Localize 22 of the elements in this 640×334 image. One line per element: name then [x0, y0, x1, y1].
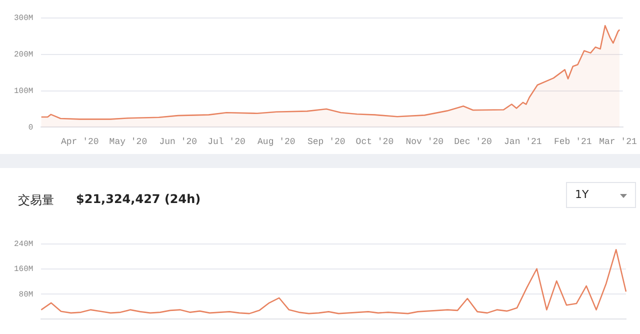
y-tick-label: 100M	[14, 86, 34, 96]
x-tick-label: Apr '20	[60, 136, 99, 147]
y-tick-label: 80M	[18, 290, 34, 300]
x-tick-label: Dec '20	[454, 136, 492, 147]
x-tick-label: Jun '20	[159, 136, 198, 147]
y-tick-label: 160M	[14, 265, 34, 274]
x-tick-label: Oct '20	[356, 136, 394, 147]
x-tick-label: Sep '20	[307, 136, 346, 147]
x-tick-label: Mar '21	[599, 136, 637, 147]
text: 1Y	[575, 188, 589, 201]
x-tick-label: Nov '20	[406, 136, 444, 147]
chart-title: 交易量	[18, 192, 54, 209]
y-tick-label: 0	[28, 123, 34, 132]
x-tick-label: May '20	[109, 136, 148, 147]
chart-subtitle: $21,324,427 (24h)	[76, 192, 201, 206]
y-tick-label: 300M	[14, 14, 34, 24]
y-tick-label: 200M	[14, 50, 34, 60]
y-tick-label: 240M	[14, 240, 34, 250]
x-tick-label: Jul '20	[208, 136, 246, 147]
x-tick-label: Aug '20	[258, 136, 296, 147]
x-tick-label: Feb '21	[554, 136, 592, 147]
x-tick-label: Jan '21	[504, 136, 542, 147]
